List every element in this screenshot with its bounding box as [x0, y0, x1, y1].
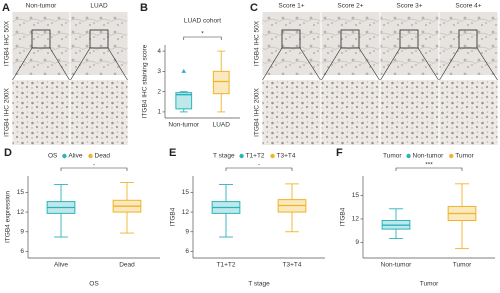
column-label: Score 3+ [396, 3, 422, 10]
y-tick-label: 4 [157, 48, 161, 55]
x-tick-label: Dead [119, 262, 135, 269]
zoom-box [89, 29, 109, 49]
y-tick-label: 12 [182, 209, 190, 216]
zoom-line [70, 47, 91, 81]
significance-bracket [60, 167, 128, 171]
zoom-line [49, 47, 70, 81]
column-label: Non-tumor [26, 3, 58, 10]
y-axis-label: ITGB4 IHC staining score [142, 44, 149, 118]
zoom-line [439, 47, 460, 81]
x-axis-label: T stage [248, 281, 270, 288]
legend-swatch [270, 153, 275, 159]
zoom-line [299, 47, 321, 81]
x-tick-label: LUAD [213, 122, 231, 129]
row-label: ITGB4 IHC 200X [254, 87, 261, 136]
row-label: ITGB4 IHC 50X [4, 20, 11, 66]
y-tick-label: 15 [352, 192, 360, 199]
panel-label: A [2, 2, 10, 14]
panel-label: B [140, 2, 148, 14]
legend-title: OS [48, 153, 58, 160]
y-axis-label: ITGB4 expression [5, 191, 12, 243]
box [212, 70, 230, 95]
micrograph-200x [262, 80, 321, 145]
chart-title: LUAD cohort [184, 18, 221, 25]
legend-label: Non-tumor [413, 153, 445, 160]
x-axis-label: OS [89, 281, 99, 288]
x-tick-label: Tumor [453, 262, 472, 269]
y-tick-label: 9 [185, 228, 189, 235]
y-tick-label: 15 [17, 189, 25, 196]
box [175, 92, 193, 110]
outlier [181, 68, 187, 73]
y-tick-label: 6 [20, 248, 24, 255]
y-tick-label: 3 [157, 68, 161, 75]
micrograph-200x [321, 80, 380, 145]
x-tick-label: T3+T4 [283, 262, 302, 269]
micrograph-200x [12, 80, 70, 145]
y-tick-label: 1 [157, 109, 161, 116]
y-tick-label: 6 [185, 248, 189, 255]
y-tick-label: 15 [182, 189, 190, 196]
y-axis-label: ITGB4 [340, 207, 347, 226]
significance-bracket [225, 167, 293, 171]
significance-label: * [201, 31, 204, 38]
significance-label: *** [425, 162, 433, 169]
panel-label: E [169, 147, 176, 159]
zoom-line [417, 47, 439, 81]
column-label: Score 4+ [455, 3, 481, 10]
legend-swatch [88, 153, 93, 159]
column-label: LUAD [90, 3, 108, 10]
legend-label: Dead [95, 153, 111, 160]
micrograph-200x [380, 80, 439, 145]
zoom-line [358, 47, 380, 81]
y-tick-label: 12 [352, 216, 360, 223]
column-label: Score 2+ [337, 3, 363, 10]
legend-title: Tumor [383, 153, 402, 160]
x-tick-label: T1+T2 [217, 262, 236, 269]
zoom-box [31, 29, 51, 49]
row-label: ITGB4 IHC 200X [4, 87, 11, 136]
legend-label: Alive [68, 153, 82, 160]
legend-swatch [449, 153, 454, 159]
x-tick-label: Alive [54, 262, 68, 269]
significance-bracket [395, 167, 463, 171]
zoom-box [399, 29, 419, 49]
zoom-line [321, 47, 342, 81]
legend-label: T3+T4 [277, 153, 296, 160]
zoom-box [340, 29, 360, 49]
panel-label: C [250, 2, 258, 14]
significance-bracket [183, 36, 222, 40]
x-tick-label: Non-tumor [381, 262, 413, 269]
significance-label: - [93, 162, 95, 169]
zoom-line [107, 47, 128, 81]
micrograph-200x [439, 80, 498, 145]
y-tick-label: 2 [157, 88, 161, 95]
significance-label: - [258, 162, 260, 169]
legend-swatch [62, 153, 67, 159]
y-tick-label: 12 [17, 209, 25, 216]
legend-label: T1+T2 [246, 153, 265, 160]
panel-label: D [4, 147, 12, 159]
y-tick-label: 9 [355, 239, 359, 246]
zoom-line [12, 47, 33, 81]
legend-title: T stage [213, 153, 235, 160]
x-tick-label: Non-tumor [168, 122, 200, 129]
row-label: ITGB4 IHC 50X [254, 20, 261, 66]
x-axis-label: Tumor [420, 281, 439, 288]
legend-swatch [239, 153, 244, 159]
zoom-box [281, 29, 301, 49]
y-tick-label: 9 [20, 228, 24, 235]
zoom-line [262, 47, 283, 81]
panel-label: F [336, 147, 343, 159]
legend-label: Tumor [455, 153, 474, 160]
zoom-line [380, 47, 401, 81]
column-label: Score 1+ [278, 3, 304, 10]
micrograph-200x [70, 80, 128, 145]
legend-swatch [406, 153, 411, 159]
y-axis-label: ITGB4 [170, 207, 177, 226]
zoom-line [476, 47, 498, 81]
zoom-box [458, 29, 478, 49]
